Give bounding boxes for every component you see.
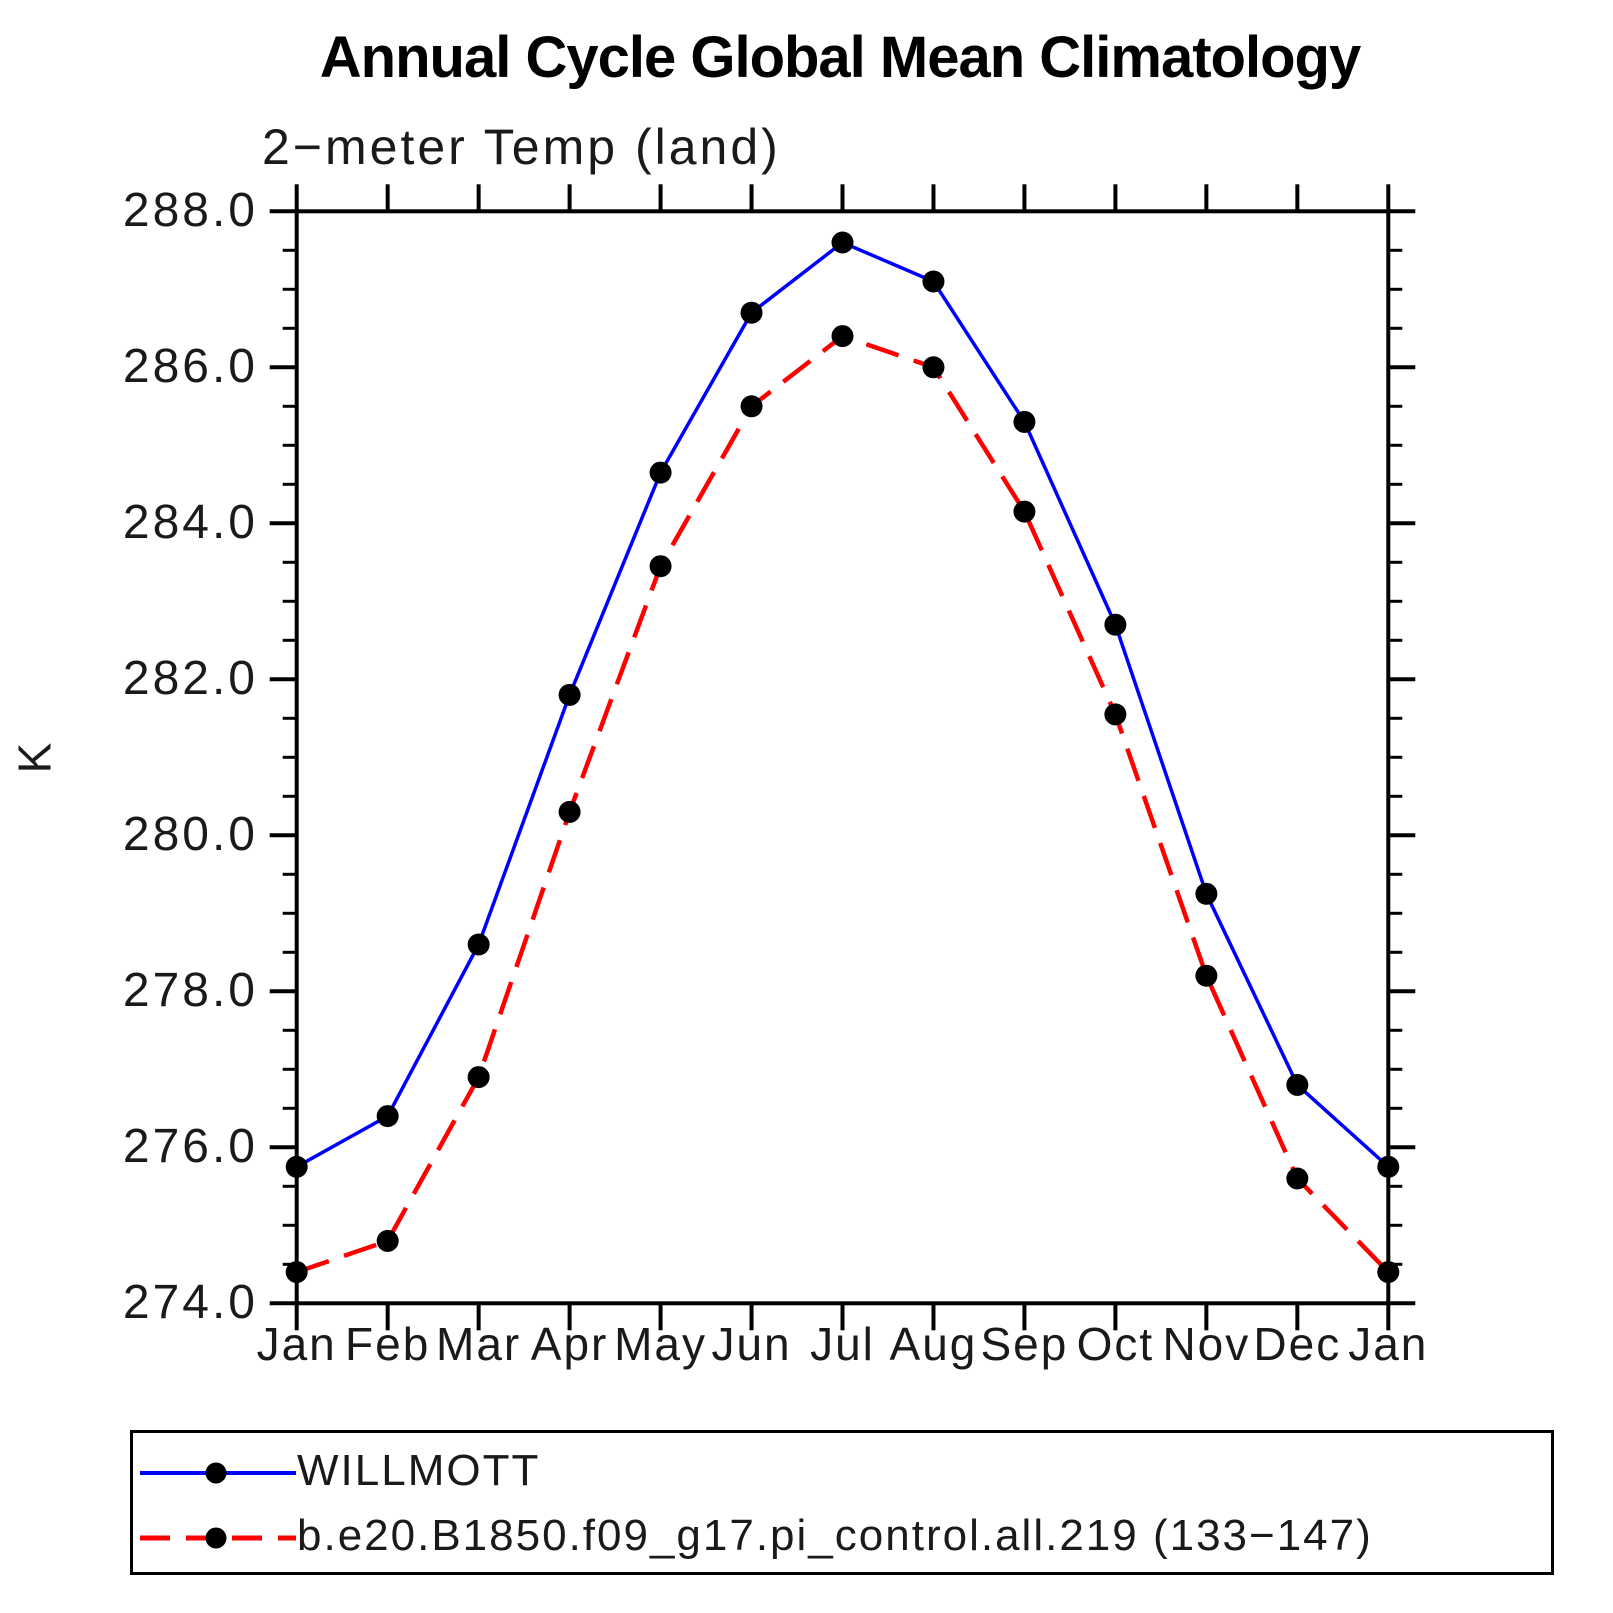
x-tick-label: Jul — [810, 1318, 875, 1370]
x-tick-label: Feb — [345, 1318, 431, 1370]
axis-frame — [294, 209, 1391, 1306]
data-point-marker — [1195, 964, 1218, 987]
data-point-marker — [285, 1261, 308, 1284]
x-tick-label: Mar — [436, 1318, 522, 1370]
x-tick-label: Sep — [980, 1318, 1069, 1370]
data-point-marker — [285, 1155, 308, 1178]
data-point-marker — [558, 800, 581, 823]
data-point-marker — [1286, 1167, 1309, 1190]
data-point-marker — [558, 683, 581, 706]
data-point-marker — [1377, 1155, 1400, 1178]
y-tick-label: 286.0 — [122, 340, 258, 394]
y-tick-label: 274.0 — [122, 1276, 258, 1330]
data-point-marker — [1104, 703, 1127, 726]
data-point-marker — [1013, 500, 1036, 523]
x-tick-label: Nov — [1162, 1318, 1251, 1370]
x-tick-label: May — [614, 1318, 708, 1370]
data-point-marker — [376, 1229, 399, 1252]
chart-subtitle: 2−meter Temp (land) — [262, 119, 781, 175]
y-tick-label: 276.0 — [122, 1120, 258, 1174]
legend-marker-icon — [205, 1462, 227, 1484]
data-point-marker — [740, 301, 763, 324]
legend-line-model — [140, 1527, 296, 1549]
data-point-marker — [1195, 882, 1218, 905]
data-point-marker — [922, 270, 945, 293]
data-point-marker — [831, 231, 854, 254]
y-tick-label: 280.0 — [122, 808, 258, 862]
data-point-marker — [1377, 1261, 1400, 1284]
data-point-marker — [649, 555, 672, 578]
y-tick-label: 284.0 — [122, 496, 258, 550]
legend-marker-icon — [205, 1527, 227, 1549]
y-tick-label: 278.0 — [122, 964, 258, 1018]
x-tick-label: Dec — [1253, 1318, 1342, 1370]
data-point-marker — [922, 356, 945, 379]
legend: WILLMOTT b.e20.B1850.f09_g17.pi_control.… — [130, 1430, 1554, 1575]
x-tick-label: Jan — [1348, 1318, 1429, 1370]
legend-label-model: b.e20.B1850.f09_g17.pi_control.all.219 (… — [297, 1511, 1373, 1560]
data-point-marker — [1013, 410, 1036, 433]
x-tick-label: Apr — [530, 1318, 609, 1370]
x-tick-label: Oct — [1076, 1318, 1155, 1370]
x-tick-label: Aug — [889, 1318, 978, 1370]
data-point-marker — [376, 1105, 399, 1128]
y-tick-label: 282.0 — [122, 652, 258, 706]
data-point-marker — [649, 461, 672, 484]
data-point-marker — [831, 325, 854, 348]
data-point-marker — [740, 395, 763, 418]
series-line-1 — [295, 333, 1390, 1275]
data-point-marker — [467, 933, 490, 956]
chart-title: Annual Cycle Global Mean Climatology — [319, 25, 1361, 90]
x-tick-label: Jan — [256, 1318, 337, 1370]
series-line-0 — [295, 240, 1390, 1169]
x-tick-label: Jun — [711, 1318, 792, 1370]
data-point-marker — [467, 1066, 490, 1089]
data-point-marker — [1104, 613, 1127, 636]
legend-line-willmott — [140, 1462, 296, 1484]
data-point-marker — [1286, 1073, 1309, 1096]
y-tick-label: 288.0 — [122, 184, 258, 238]
legend-label-willmott: WILLMOTT — [297, 1446, 541, 1495]
